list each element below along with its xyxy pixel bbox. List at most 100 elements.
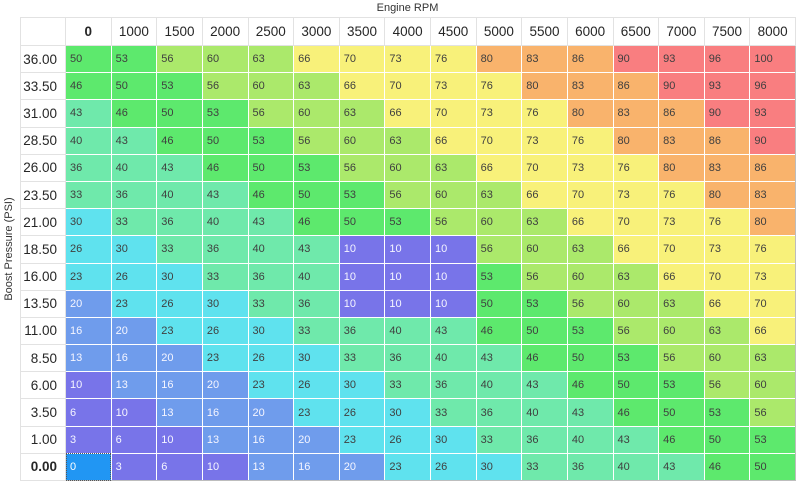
grid-cell[interactable]: 66 <box>703 289 751 318</box>
grid-cell[interactable]: 73 <box>658 208 705 237</box>
grid-cell[interactable]: 43 <box>566 398 614 427</box>
grid-cell[interactable]: 90 <box>658 72 705 101</box>
column-header[interactable]: 5500 <box>521 17 568 46</box>
grid-cell[interactable]: 50 <box>658 398 705 427</box>
grid-cell[interactable]: 10 <box>110 398 158 427</box>
grid-cell[interactable]: 46 <box>566 371 614 400</box>
row-header[interactable]: 8.50 <box>20 344 66 373</box>
grid-cell[interactable]: 90 <box>612 44 660 74</box>
grid-cell[interactable]: 20 <box>293 425 340 454</box>
grid-cell[interactable]: 63 <box>475 180 523 210</box>
grid-cell[interactable]: 13 <box>247 452 295 482</box>
grid-cell[interactable]: 76 <box>749 235 796 264</box>
grid-cell[interactable]: 70 <box>384 72 431 101</box>
grid-cell[interactable]: 63 <box>247 44 295 74</box>
grid-cell[interactable]: 43 <box>247 208 295 237</box>
column-header[interactable]: 4500 <box>430 17 477 46</box>
grid-cell[interactable]: 43 <box>521 371 568 400</box>
grid-cell[interactable]: 0 <box>65 452 112 482</box>
grid-cell[interactable]: 80 <box>475 44 523 74</box>
grid-cell[interactable]: 56 <box>749 398 796 427</box>
grid-cell[interactable]: 73 <box>612 180 660 210</box>
grid-cell[interactable]: 43 <box>201 180 249 210</box>
grid-cell[interactable]: 60 <box>384 153 431 182</box>
grid-cell[interactable]: 26 <box>156 289 203 318</box>
grid-cell[interactable]: 73 <box>384 44 431 74</box>
grid-cell[interactable]: 56 <box>475 235 523 264</box>
grid-cell[interactable]: 26 <box>430 452 477 482</box>
grid-cell[interactable]: 13 <box>110 371 158 400</box>
grid-cell[interactable]: 63 <box>703 316 751 346</box>
grid-cell[interactable]: 83 <box>658 126 705 155</box>
row-header[interactable]: 3.50 <box>20 398 66 427</box>
grid-cell[interactable]: 36 <box>156 208 203 237</box>
grid-cell[interactable]: 60 <box>293 99 340 128</box>
grid-cell[interactable]: 50 <box>293 180 340 210</box>
row-header[interactable]: 11.00 <box>20 316 66 346</box>
grid-cell[interactable]: 86 <box>703 126 751 155</box>
grid-cell[interactable]: 23 <box>110 289 158 318</box>
grid-cell[interactable]: 56 <box>201 72 249 101</box>
grid-cell[interactable]: 46 <box>65 72 112 101</box>
column-header[interactable]: 7000 <box>658 17 705 46</box>
grid-cell[interactable]: 46 <box>703 452 751 482</box>
grid-cell[interactable]: 53 <box>201 99 249 128</box>
grid-cell[interactable]: 70 <box>521 153 568 182</box>
grid-cell[interactable]: 56 <box>703 371 751 400</box>
grid-cell[interactable]: 36 <box>293 289 340 318</box>
grid-cell[interactable]: 23 <box>201 344 249 373</box>
grid-cell[interactable]: 56 <box>521 262 568 291</box>
grid-cell[interactable]: 40 <box>247 235 295 264</box>
grid-cell[interactable]: 10 <box>384 289 431 318</box>
grid-cell[interactable]: 46 <box>612 398 660 427</box>
grid-cell[interactable]: 96 <box>703 44 751 74</box>
grid-cell[interactable]: 63 <box>612 262 660 291</box>
grid-cell[interactable]: 33 <box>521 452 568 482</box>
grid-cell[interactable]: 63 <box>521 208 568 237</box>
grid-cell[interactable]: 16 <box>156 371 203 400</box>
grid-cell[interactable]: 10 <box>201 452 249 482</box>
grid-cell[interactable]: 66 <box>293 44 340 74</box>
column-header[interactable]: 2000 <box>201 17 249 46</box>
grid-cell[interactable]: 83 <box>612 99 660 128</box>
grid-cell[interactable]: 20 <box>338 452 386 482</box>
grid-cell[interactable]: 53 <box>703 398 751 427</box>
grid-cell[interactable]: 43 <box>156 153 203 182</box>
grid-cell[interactable]: 40 <box>293 262 340 291</box>
grid-cell[interactable]: 53 <box>475 262 523 291</box>
grid-cell[interactable]: 30 <box>156 262 203 291</box>
row-header[interactable]: 36.00 <box>20 44 66 74</box>
grid-cell[interactable]: 33 <box>338 344 386 373</box>
grid-cell[interactable]: 80 <box>749 208 796 237</box>
grid-cell[interactable]: 70 <box>612 208 660 237</box>
grid-cell[interactable]: 33 <box>247 289 295 318</box>
grid-cell[interactable]: 53 <box>247 126 295 155</box>
grid-cell[interactable]: 86 <box>749 153 796 182</box>
grid-cell[interactable]: 16 <box>201 398 249 427</box>
grid-cell[interactable]: 66 <box>749 316 796 346</box>
grid-cell[interactable]: 80 <box>703 180 751 210</box>
grid-cell[interactable]: 60 <box>703 344 751 373</box>
grid-cell[interactable]: 10 <box>338 289 386 318</box>
grid-cell[interactable]: 66 <box>338 72 386 101</box>
row-header[interactable]: 18.50 <box>20 235 66 264</box>
row-header[interactable]: 13.50 <box>20 289 66 318</box>
grid-cell[interactable]: 40 <box>201 208 249 237</box>
grid-cell[interactable]: 10 <box>430 262 477 291</box>
column-header[interactable]: 2500 <box>247 17 295 46</box>
grid-cell[interactable]: 36 <box>247 262 295 291</box>
row-header[interactable]: 23.50 <box>20 180 66 210</box>
grid-cell[interactable]: 76 <box>566 126 614 155</box>
grid-cell[interactable]: 60 <box>475 208 523 237</box>
grid-cell[interactable]: 33 <box>293 316 340 346</box>
grid-cell[interactable]: 53 <box>293 153 340 182</box>
grid-cell[interactable]: 10 <box>338 235 386 264</box>
grid-cell[interactable]: 70 <box>749 289 796 318</box>
grid-cell[interactable]: 80 <box>566 99 614 128</box>
grid-cell[interactable]: 83 <box>566 72 614 101</box>
grid-cell[interactable]: 10 <box>156 425 203 454</box>
grid-cell[interactable]: 70 <box>566 180 614 210</box>
grid-cell[interactable]: 80 <box>658 153 705 182</box>
grid-cell[interactable]: 40 <box>566 425 614 454</box>
grid-cell[interactable]: 33 <box>65 180 112 210</box>
